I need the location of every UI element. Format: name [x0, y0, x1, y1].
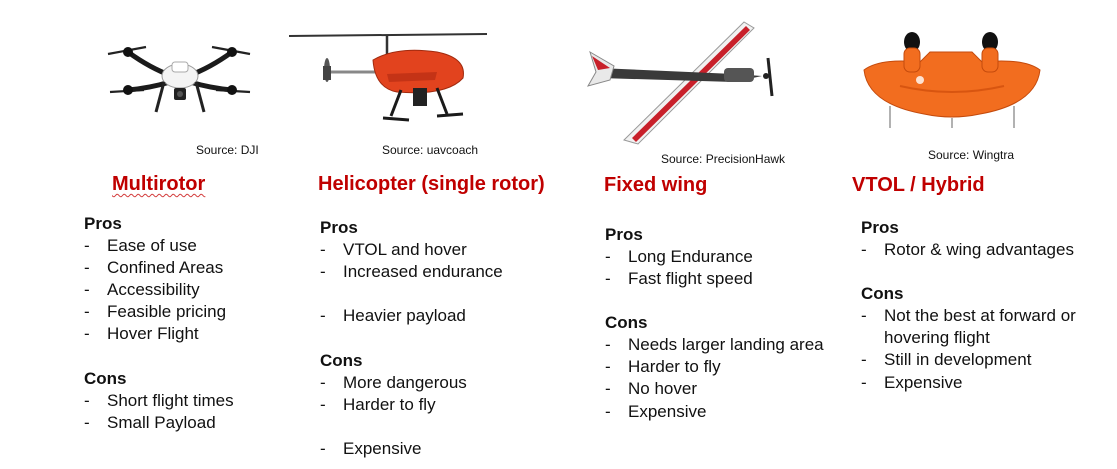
pros-heading: Pros: [320, 218, 358, 237]
vtol-hybrid-drone-icon: [860, 32, 1045, 132]
pros-heading: Pros: [605, 225, 643, 244]
source-caption: Source: PrecisionHawk: [661, 152, 786, 166]
cons-heading: Cons: [605, 313, 648, 332]
cons-heading: Cons: [861, 284, 904, 303]
source-caption: Source: DJI: [196, 143, 259, 157]
quadcopter-drone-icon: [100, 32, 260, 122]
column-title: Fixed wing: [604, 174, 708, 196]
cons-heading: Cons: [320, 351, 363, 370]
cons-heading: Cons: [84, 369, 127, 388]
column-title: Helicopter (single rotor): [318, 173, 545, 195]
source-caption: Source: uavcoach: [382, 143, 479, 157]
column-title: VTOL / Hybrid: [852, 174, 985, 196]
source-caption: Source: Wingtra: [928, 148, 1015, 162]
pros-heading: Pros: [861, 218, 899, 237]
pros-heading: Pros: [84, 214, 122, 233]
helicopter-drone-icon: [287, 22, 492, 127]
column-title: Multirotor: [112, 173, 206, 195]
fixed-wing-drone-icon: [584, 12, 784, 147]
